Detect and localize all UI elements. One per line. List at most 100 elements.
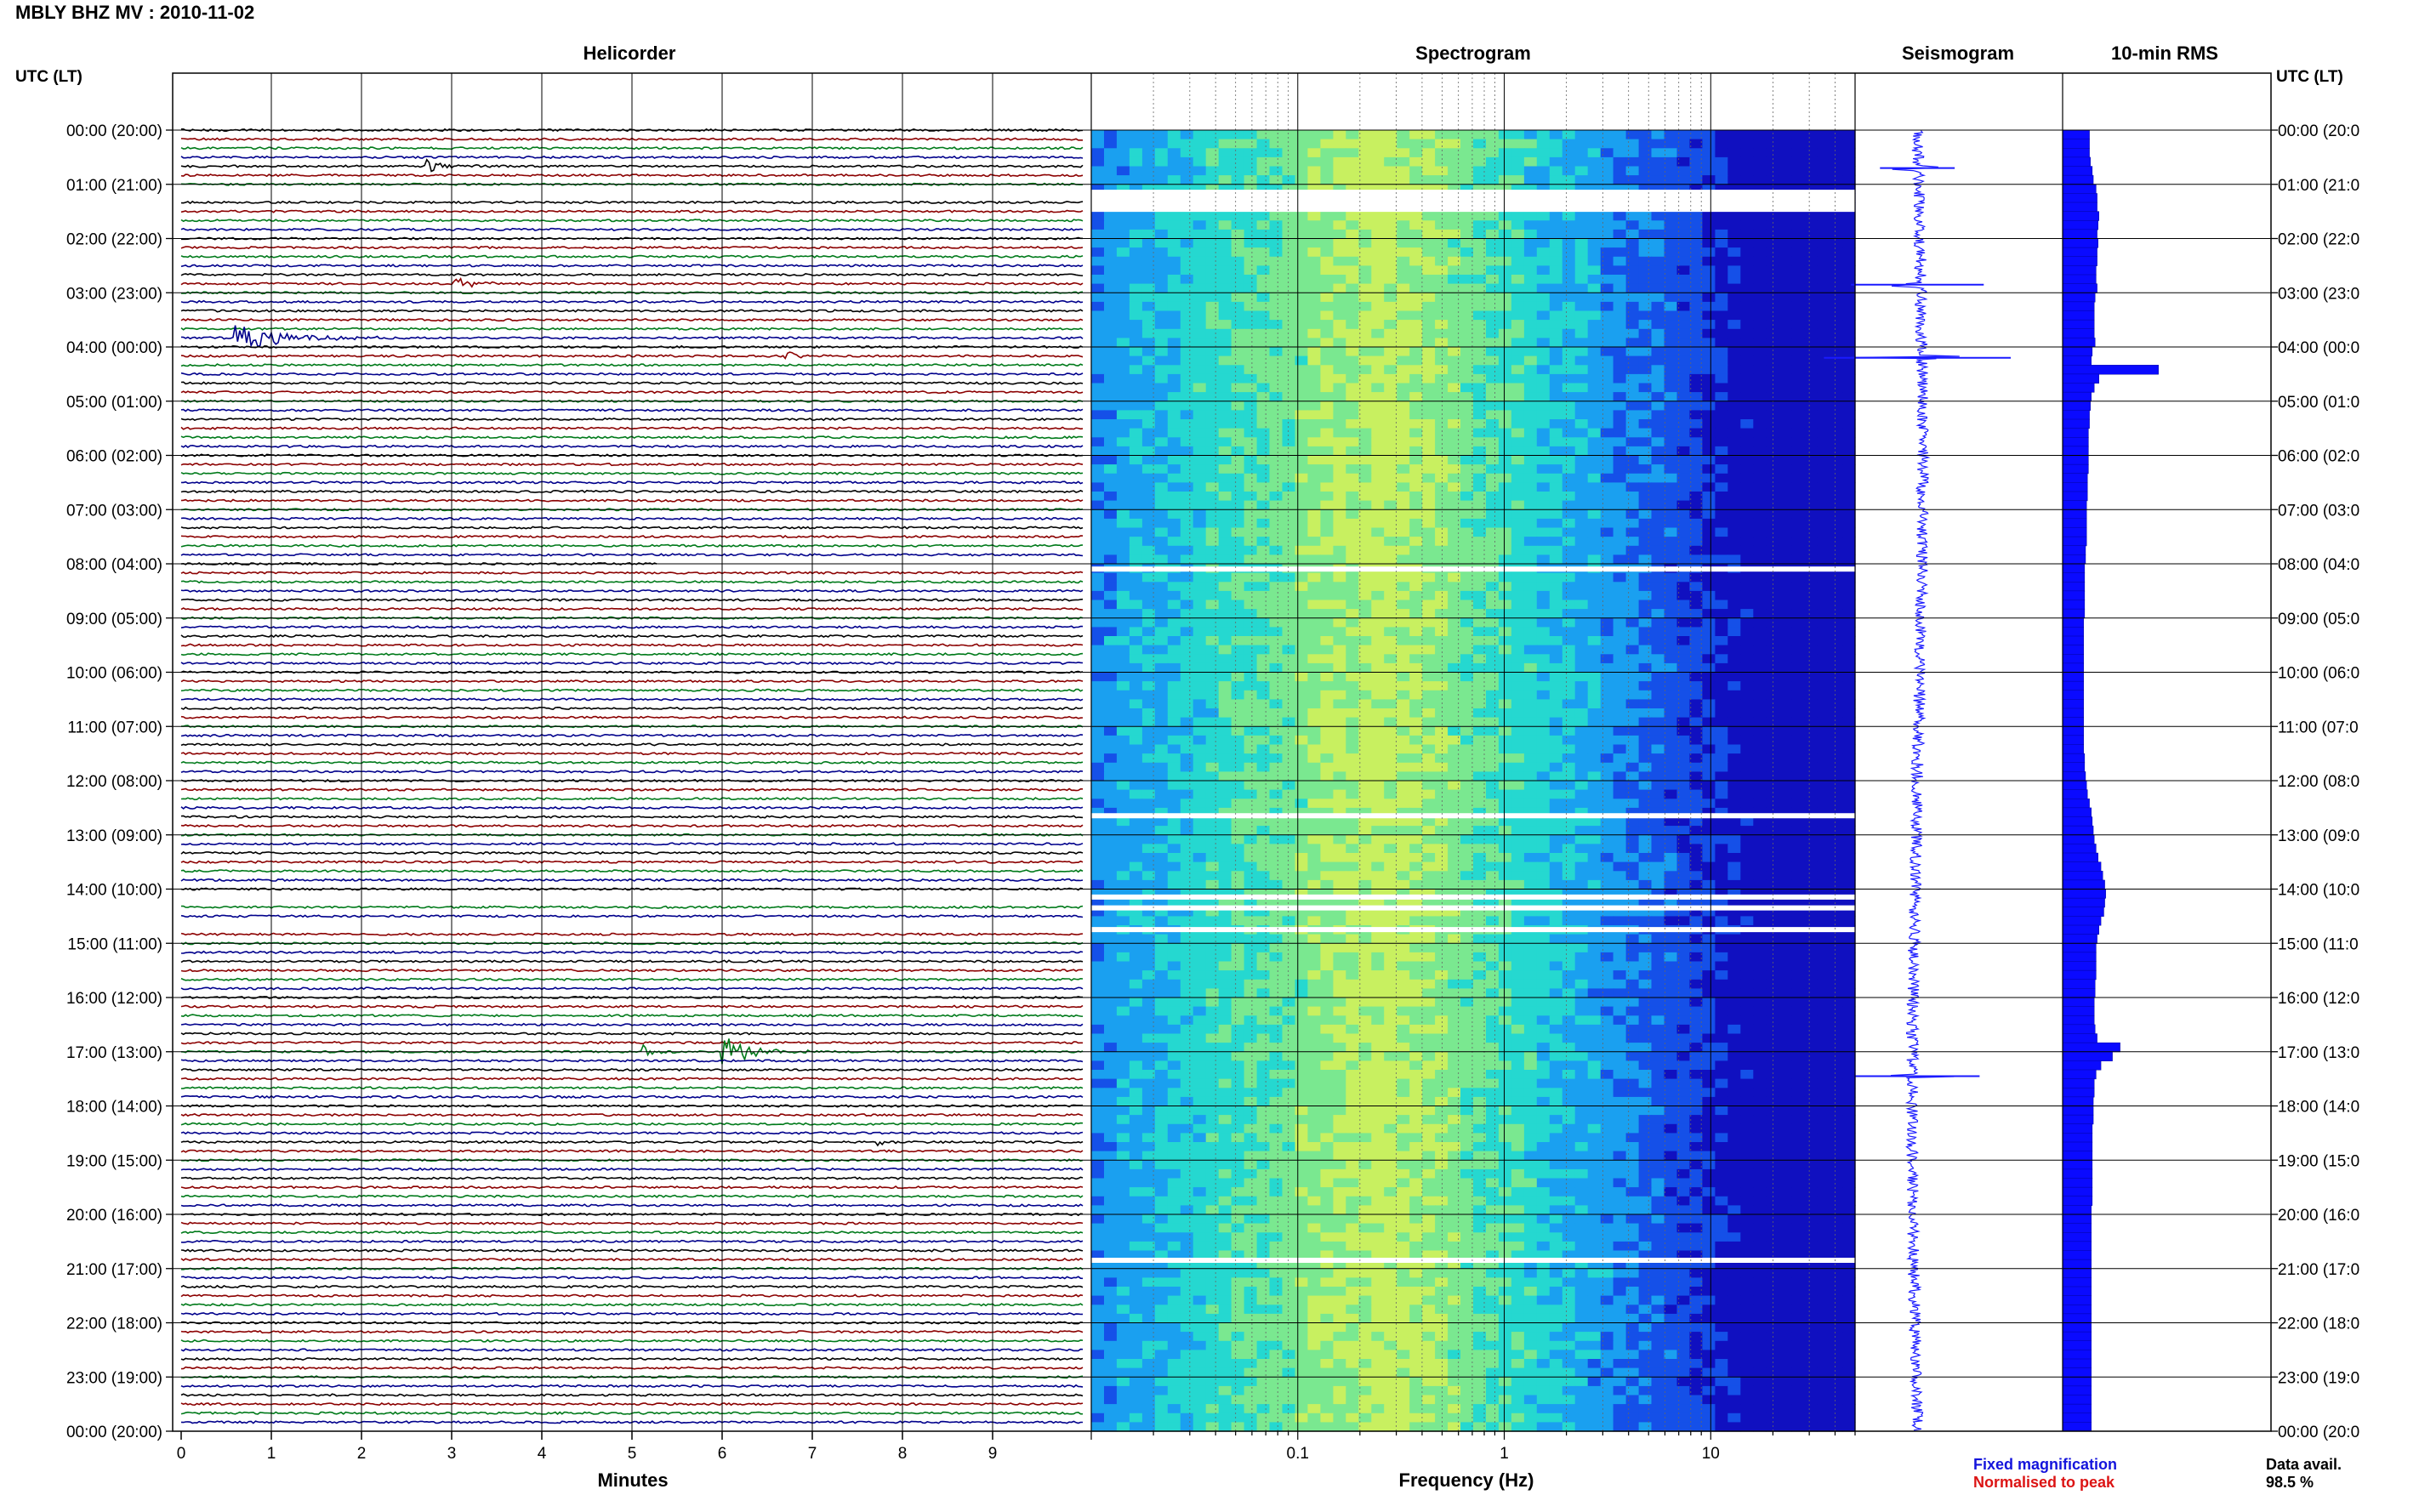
spectrogram-cell — [1141, 184, 1156, 194]
spectrogram-cell — [1320, 320, 1334, 330]
spectrogram-cell — [1422, 735, 1436, 746]
spectrogram-cell — [1511, 844, 1525, 854]
spectrogram-cell — [1384, 672, 1397, 682]
spectrogram-cell — [1817, 293, 1830, 303]
spectrogram-cell — [1740, 293, 1754, 303]
spectrogram-cell — [1587, 762, 1602, 772]
spectrogram-cell — [1307, 627, 1321, 637]
spectrogram-cell — [1587, 238, 1602, 248]
spectrogram-cell — [1384, 753, 1397, 764]
spectrogram-cell — [1664, 492, 1678, 502]
spectrogram-cell — [1498, 662, 1512, 674]
spectrogram-cell — [1791, 582, 1805, 592]
spectrogram-cell — [1625, 826, 1640, 836]
spectrogram-cell — [1371, 771, 1385, 782]
spectrogram-cell — [1473, 645, 1487, 655]
spectrogram-cell — [1460, 771, 1474, 782]
spectrogram-cell — [1409, 464, 1423, 475]
spectrogram-cell — [1638, 184, 1653, 194]
spectrogram-cell — [1141, 320, 1156, 330]
spectrogram-cell — [1676, 275, 1691, 285]
spectrogram-cell — [1384, 609, 1397, 619]
spectrogram-cell — [1562, 310, 1576, 321]
spectrogram-cell — [1779, 636, 1792, 646]
spectrogram-cell — [1116, 482, 1130, 492]
spectrogram-cell — [1638, 645, 1653, 655]
spectrogram-cell — [1180, 492, 1194, 502]
spectrogram-cell — [1269, 437, 1283, 447]
spectrogram-cell — [1740, 834, 1754, 844]
spectrogram-cell — [1346, 527, 1359, 537]
spectrogram-cell — [1435, 265, 1449, 276]
spectrogram-cell — [1358, 355, 1372, 366]
spectrogram-cell — [1740, 537, 1754, 547]
spectrogram-cell — [1435, 726, 1449, 736]
spectrogram-cell — [1256, 437, 1271, 447]
spectrogram-cell — [1689, 392, 1703, 402]
spectrogram-cell — [1549, 482, 1563, 492]
spectrogram-cell — [1384, 545, 1397, 555]
spectrogram-cell — [1104, 735, 1118, 746]
spectrogram-cell — [1295, 338, 1309, 348]
spectrogram-cell — [1753, 238, 1767, 248]
spectrogram-cell — [1091, 229, 1105, 240]
spectrogram-cell — [1448, 455, 1461, 465]
spectrogram-cell — [1141, 238, 1156, 248]
spectrogram-cell — [1104, 509, 1118, 520]
spectrogram-cell — [1435, 148, 1449, 158]
spectrogram-cell — [1625, 139, 1640, 149]
spectrogram-cell — [1676, 735, 1691, 746]
spectrogram-cell — [1371, 844, 1385, 854]
spectrogram-cell — [1600, 437, 1614, 447]
spectrogram-cell — [1231, 373, 1245, 384]
spectrogram-cell — [1307, 373, 1321, 384]
spectrogram-cell — [1460, 256, 1474, 266]
spectrogram-cell — [1511, 293, 1525, 303]
spectrogram-cell — [1371, 220, 1385, 230]
spectrogram-cell — [1346, 275, 1359, 285]
spectrogram-cell — [1804, 437, 1818, 447]
spectrogram-cell — [1180, 428, 1194, 438]
spectrogram-cell — [1384, 699, 1397, 709]
spectrogram-cell — [1422, 293, 1436, 303]
spectrogram-cell — [1574, 617, 1589, 628]
spectrogram-cell — [1384, 726, 1397, 736]
spectrogram-cell — [1511, 816, 1525, 827]
spectrogram-cell — [1282, 537, 1296, 547]
spectrogram-cell — [1282, 320, 1296, 330]
spectrogram-cell — [1830, 392, 1843, 402]
spectrogram-cell — [1625, 816, 1640, 827]
spectrogram-cell — [1460, 492, 1474, 502]
spectrogram-cell — [1574, 464, 1589, 475]
spectrogram-cell — [1574, 762, 1589, 772]
spectrogram-cell — [1574, 355, 1589, 366]
spectrogram-cell — [1625, 617, 1640, 628]
spectrogram-cell — [1753, 617, 1767, 628]
spectrogram-cell — [1625, 283, 1640, 293]
spectrogram-cell — [1638, 419, 1653, 429]
spectrogram-cell — [1638, 807, 1653, 818]
spectrogram-cell — [1651, 347, 1665, 357]
spectrogram-cell — [1842, 781, 1856, 791]
spectrogram-cell — [1205, 699, 1220, 709]
spectrogram-cell — [1638, 735, 1653, 746]
spectrogram-cell — [1244, 473, 1258, 483]
spectrogram-cell — [1320, 735, 1334, 746]
spectrogram-cell — [1498, 373, 1512, 384]
spectrogram-cell — [1791, 681, 1805, 691]
spectrogram-cell — [1269, 609, 1283, 619]
spectrogram-cell — [1282, 681, 1296, 691]
spectrogram-cell — [1256, 247, 1271, 258]
spectrogram-cell — [1448, 617, 1461, 628]
spectrogram-cell — [1192, 139, 1207, 149]
spectrogram-cell — [1154, 338, 1169, 348]
spectrogram-cell — [1511, 527, 1525, 537]
spectrogram-cell — [1676, 130, 1691, 140]
spectrogram-cell — [1435, 301, 1449, 312]
spectrogram-cell — [1676, 139, 1691, 149]
spectrogram-cell — [1192, 672, 1207, 682]
spectrogram-cell — [1409, 301, 1423, 312]
spectrogram-cell — [1104, 211, 1118, 221]
spectrogram-cell — [1167, 753, 1181, 764]
spectrogram-cell — [1346, 627, 1359, 637]
